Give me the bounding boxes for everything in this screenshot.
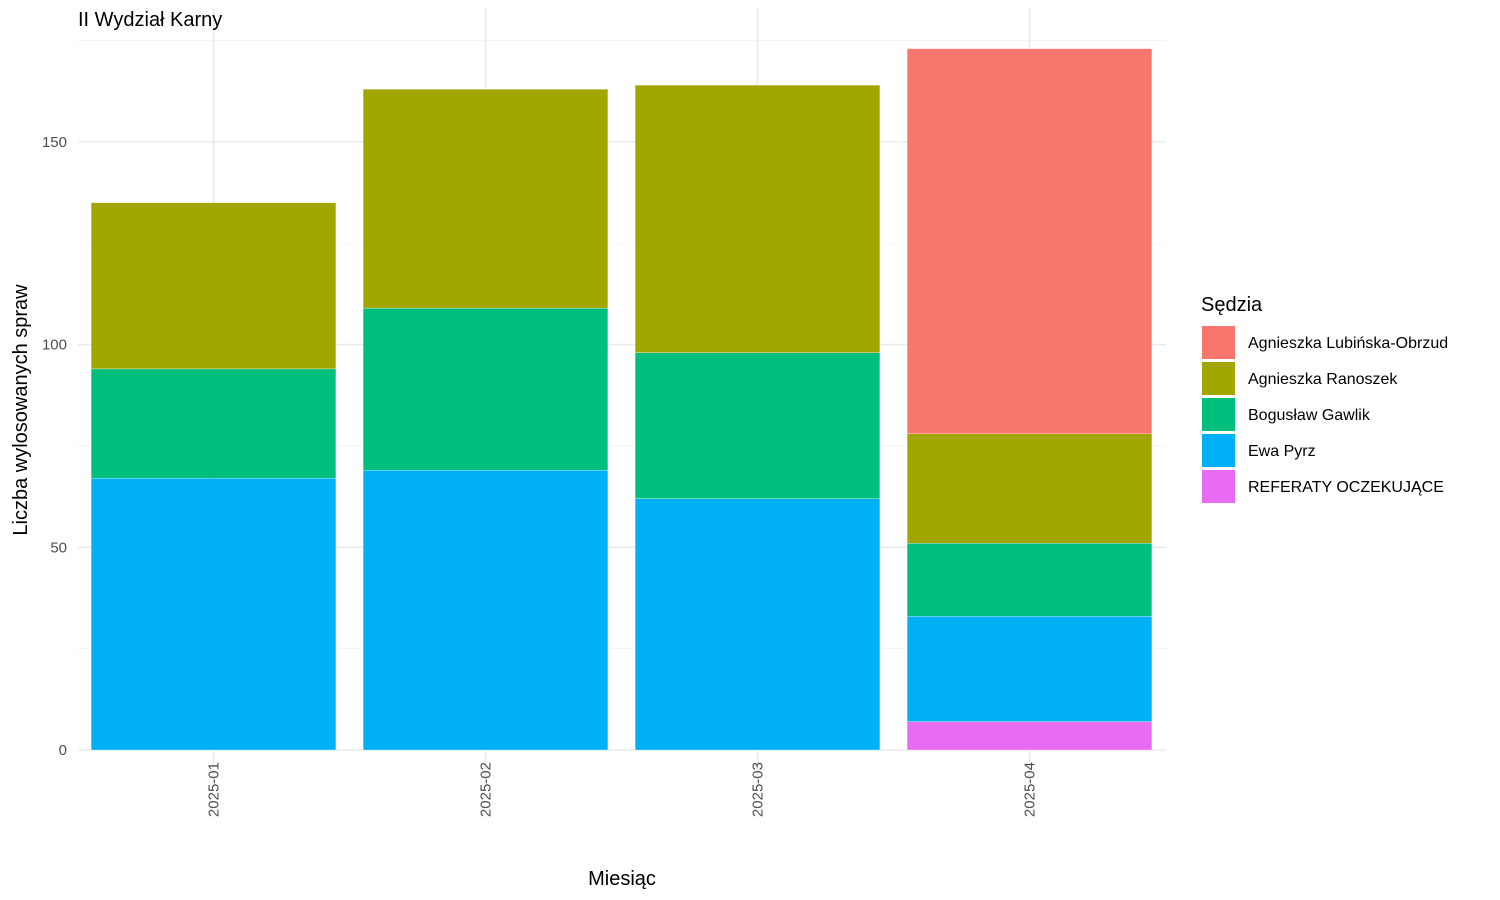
legend-swatch	[1202, 398, 1235, 431]
bar-segment	[90, 478, 337, 751]
y-axis-title: Liczba wylosowanych spraw	[10, 284, 32, 536]
x-tick-label: 2025-04	[1022, 762, 1039, 817]
legend-label: Agnieszka Ranoszek	[1248, 371, 1398, 388]
x-tick-label: 2025-03	[750, 762, 767, 817]
bar-segment	[362, 307, 609, 471]
x-axis-title: Miesiąc	[588, 868, 656, 890]
legend-label: Ewa Pyrz	[1248, 443, 1316, 460]
bar-segment	[906, 433, 1153, 544]
bar-segment	[362, 89, 609, 309]
bar-segment	[634, 352, 881, 499]
bar-segment	[906, 616, 1153, 722]
legend-swatch	[1202, 362, 1235, 395]
bar-segment	[90, 368, 337, 479]
x-axis-ticks: 2025-01 2025-02 2025-03 2025-04	[206, 762, 1039, 817]
bar-segment	[906, 543, 1153, 617]
legend: Sędzia Agnieszka Lubińska-Obrzud Agnieszk…	[1201, 294, 1448, 503]
bar-segment	[362, 470, 609, 751]
bar-segment	[906, 721, 1153, 751]
y-tick-label: 0	[59, 742, 67, 759]
legend-label: REFERATY OCZEKUJĄCE	[1248, 479, 1444, 496]
bar-segment	[906, 48, 1153, 434]
chart-title: II Wydział Karny	[78, 9, 222, 31]
legend-swatch	[1202, 470, 1235, 503]
legend-title: Sędzia	[1201, 294, 1263, 316]
bar-segment	[634, 498, 881, 751]
legend-label: Agnieszka Lubińska-Obrzud	[1248, 335, 1448, 352]
bar-segment	[634, 84, 881, 353]
y-axis-ticks: 0 50 100 150	[42, 134, 67, 759]
bar-segment	[90, 202, 337, 370]
legend-swatch	[1202, 434, 1235, 467]
x-tick-label: 2025-01	[206, 762, 223, 817]
x-tick-label: 2025-02	[478, 762, 495, 817]
legend-label: Bogusław Gawlik	[1248, 407, 1371, 424]
y-tick-label: 50	[50, 539, 67, 556]
bars	[90, 48, 1153, 751]
y-tick-label: 150	[42, 134, 67, 151]
legend-swatch	[1202, 326, 1235, 359]
y-tick-label: 100	[42, 337, 67, 354]
